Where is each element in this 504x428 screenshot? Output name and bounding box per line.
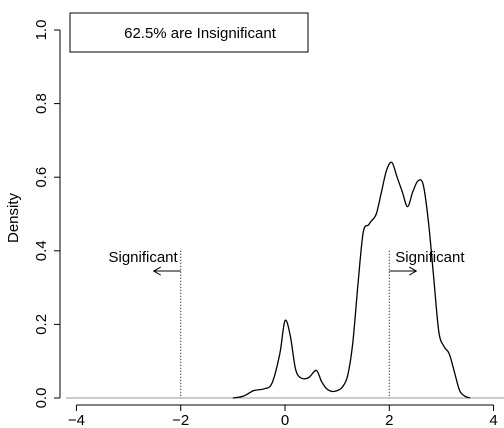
y-tick-label: 0.8 bbox=[33, 93, 50, 114]
density-curve bbox=[232, 161, 471, 399]
x-tick-label: −2 bbox=[172, 412, 189, 428]
significant-label-left: Significant bbox=[108, 249, 178, 266]
legend-box bbox=[69, 12, 309, 53]
x-tick-label: −4 bbox=[68, 412, 85, 428]
y-tick-label: 1.0 bbox=[33, 20, 50, 41]
significant-arrowhead-right bbox=[409, 266, 418, 276]
significant-arrowhead-left bbox=[152, 266, 161, 276]
x-tick-label: 4 bbox=[489, 412, 497, 428]
x-tick-label: 2 bbox=[385, 412, 393, 428]
y-tick-label: 0.4 bbox=[33, 240, 50, 261]
y-tick-label: 0.6 bbox=[33, 167, 50, 188]
x-tick-label: 0 bbox=[281, 412, 289, 428]
y-axis-label: Density bbox=[5, 192, 22, 243]
y-tick-label: 0.0 bbox=[33, 388, 50, 409]
y-tick-label: 0.2 bbox=[33, 314, 50, 335]
significant-label-right: Significant bbox=[395, 249, 465, 266]
legend-text: 62.5% are Insignificant bbox=[124, 25, 277, 42]
